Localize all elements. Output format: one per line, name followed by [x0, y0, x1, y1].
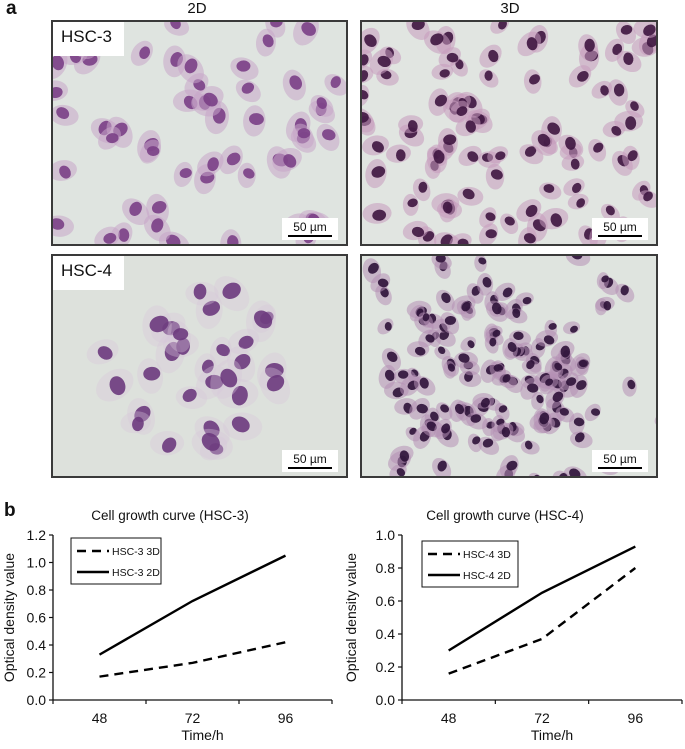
chart-title: Cell growth curve (HSC-3) [91, 508, 249, 523]
scale-bar-text: 50 µm [293, 452, 327, 466]
x-axis-label: Time/h [181, 727, 223, 743]
y-axis-label: Optical density value [1, 553, 17, 682]
x-tick-label: 72 [534, 710, 550, 726]
series-line-dashed [99, 641, 286, 678]
cell-image [362, 256, 656, 476]
micrograph-hsc3-3d: 50 µm [360, 20, 658, 246]
micrograph-hsc3-2d: HSC-3 50 µm [51, 20, 348, 246]
y-tick-label: 0.8 [27, 582, 47, 598]
cell-image [53, 22, 346, 244]
y-tick-label: 0.2 [27, 665, 47, 681]
y-tick-label: 0.4 [27, 637, 47, 653]
y-tick-label: 1.2 [27, 527, 47, 543]
panel-a-label: a [6, 0, 17, 19]
x-tick-label: 72 [185, 710, 201, 726]
scale-bar-text: 50 µm [603, 220, 637, 234]
column-header-3d: 3D [500, 0, 520, 17]
chart-body: Cell growth curve (HSC-4) 0.0 0.2 0.4 0.6 0.8… [343, 508, 683, 743]
y-tick-label: 0.8 [376, 560, 396, 576]
legend-entry: HSC-3 3D [112, 546, 160, 558]
y-tick-label: 0.2 [376, 659, 396, 675]
y-tick-label: 0.6 [376, 593, 396, 609]
x-tick-label: 48 [92, 710, 108, 726]
y-tick-label: 0.6 [27, 610, 47, 626]
y-tick-label: 0.0 [376, 692, 396, 708]
panel-b-label: b [4, 500, 16, 521]
y-tick-label: 0.4 [376, 626, 396, 642]
growth-chart-hsc4: Cell growth curve (HSC-4) 0.0 0.2 0.4 0.6 0.8… [340, 500, 685, 744]
x-tick-label: 48 [441, 710, 457, 726]
scale-bar-text: 50 µm [293, 220, 327, 234]
cell-line-label: HSC-4 [53, 256, 125, 290]
scale-bar: 50 µm [592, 218, 648, 240]
legend: HSC-4 3D HSC-4 2D [421, 540, 519, 588]
scale-bar: 50 µm [282, 450, 338, 472]
chart-body: Cell growth curve (HSC-3) 0.0 0.2 0.4 0.6 0.8… [1, 508, 333, 743]
cell-image [362, 22, 656, 244]
series-line-dashed [448, 567, 637, 675]
scale-bar: 50 µm [592, 450, 648, 472]
legend-entry: HSC-4 3D [463, 549, 511, 561]
scale-bar: 50 µm [282, 218, 338, 240]
series-line-solid [448, 545, 636, 652]
chart-title: Cell growth curve (HSC-4) [426, 508, 584, 523]
line-chart: Cell growth curve (HSC-4) 0.0 0.2 0.4 0.6 0.8… [343, 508, 683, 743]
y-tick-label: 1.0 [376, 527, 396, 543]
scale-bar-text: 50 µm [603, 452, 637, 466]
x-tick-label: 96 [278, 710, 294, 726]
legend: HSC-3 3D HSC-3 2D [70, 537, 162, 585]
x-tick-label: 96 [628, 710, 644, 726]
y-tick-label: 1.0 [27, 555, 47, 571]
legend-entry: HSC-4 2D [463, 570, 511, 582]
column-header-2d: 2D [187, 0, 207, 17]
x-axis-label: Time/h [531, 727, 573, 743]
cell-image [53, 256, 346, 476]
y-axis-label: Optical density value [343, 553, 359, 682]
growth-chart-hsc3: Cell growth curve (HSC-3) 0.0 0.2 0.4 0.6 0.8… [0, 500, 340, 744]
legend-entry: HSC-3 2D [112, 567, 160, 579]
cell-line-label: HSC-3 [53, 22, 125, 56]
y-tick-label: 0.0 [27, 692, 47, 708]
micrograph-hsc4-3d: 50 µm [360, 254, 658, 478]
micrograph-hsc4-2d: HSC-4 50 µm [51, 254, 348, 478]
line-chart: Cell growth curve (HSC-3) 0.0 0.2 0.4 0.6 0.8… [1, 508, 333, 743]
series-line-solid [98, 554, 287, 656]
